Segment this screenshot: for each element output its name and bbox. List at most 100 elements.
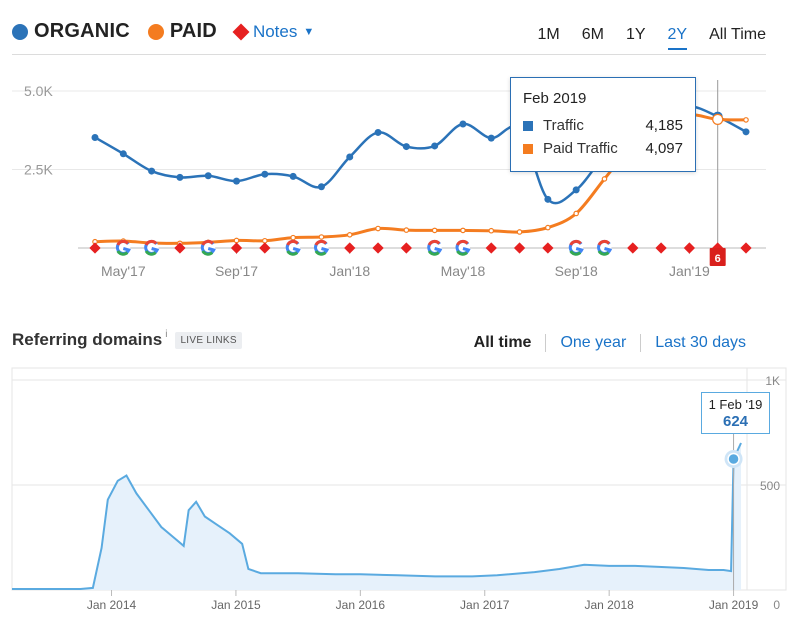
traffic-point[interactable] (289, 172, 297, 180)
x-tick-label: Jan'18 (329, 263, 370, 279)
paid-traffic-point[interactable] (431, 227, 438, 234)
paid-traffic-point[interactable] (573, 210, 579, 217)
info-icon[interactable]: i (165, 328, 168, 340)
paid-traffic-point[interactable] (262, 237, 268, 244)
tooltip-traffic-label: Traffic (543, 117, 584, 134)
traffic-point[interactable] (233, 177, 241, 185)
paid-traffic-point[interactable] (290, 234, 296, 241)
note-diamond-icon[interactable] (400, 242, 413, 254)
referring-range-tabs: All time One year Last 30 days (460, 334, 760, 352)
traffic-point[interactable] (459, 120, 467, 128)
google-update-icon[interactable] (200, 239, 216, 256)
y-tick-label: 5.0K (24, 83, 53, 99)
referring-domains-line[interactable] (12, 442, 742, 590)
tab-6m[interactable]: 6M (581, 26, 604, 43)
note-diamond-icon[interactable] (89, 242, 101, 254)
tooltip-paid-value: 4,097 (645, 140, 683, 157)
paid-traffic-point[interactable] (743, 117, 749, 123)
traffic-point[interactable] (317, 183, 325, 191)
x-tick-label: Jan 2015 (211, 598, 261, 612)
traffic-point[interactable] (176, 173, 184, 181)
google-update-icon[interactable] (115, 239, 131, 256)
traffic-point[interactable] (374, 128, 382, 136)
traffic-point[interactable] (91, 133, 99, 141)
traffic-tooltip: Feb 2019 Traffic 4,185 Paid Traffic 4,09… (510, 77, 696, 172)
traffic-point[interactable] (572, 186, 580, 194)
referring-tooltip-value: 624 (722, 413, 749, 430)
organic-dot-icon (12, 23, 28, 40)
traffic-point[interactable] (402, 143, 410, 151)
note-diamond-icon[interactable] (655, 242, 667, 254)
note-diamond-icon[interactable] (627, 242, 639, 254)
legend-paid[interactable]: PAID (147, 20, 217, 43)
tab-all-time-rd[interactable]: All time (473, 334, 532, 351)
paid-traffic-point[interactable] (601, 176, 608, 182)
tab-1y[interactable]: 1Y (625, 26, 646, 43)
traffic-chart[interactable]: 6 5.0K 2.5K May'17 Sep'17 Jan'18 May'18 Sep'18… (0, 0, 800, 300)
traffic-point[interactable] (119, 150, 127, 158)
traffic-point[interactable] (487, 134, 495, 142)
x-tick-label: May'17 (101, 263, 146, 279)
traffic-point[interactable] (148, 167, 156, 175)
note-diamond-icon[interactable] (372, 242, 384, 254)
google-update-icon[interactable] (568, 239, 584, 256)
traffic-point[interactable] (544, 195, 552, 203)
x-tick-label: Jan'19 (669, 263, 710, 279)
traffic-point[interactable] (261, 170, 269, 178)
tab-all-time[interactable]: All Time (709, 26, 766, 43)
x-tick-label: Jan 2017 (460, 598, 510, 612)
paid-square-icon (523, 143, 533, 154)
tooltip-traffic-value: 4,185 (645, 117, 683, 134)
google-update-icon[interactable] (144, 239, 160, 256)
note-diamond-icon[interactable] (485, 242, 497, 254)
x-tick-label: Jan 2019 (709, 598, 759, 612)
google-update-icon[interactable] (285, 239, 301, 256)
note-diamond-icon[interactable] (344, 242, 356, 254)
referring-tooltip-date: 1 Feb '19 (708, 397, 763, 412)
x-tick-label: Sep'17 (215, 263, 258, 279)
paid-traffic-point[interactable] (488, 227, 495, 234)
highlight-point[interactable] (727, 452, 740, 466)
note-diamond-icon[interactable] (259, 242, 271, 254)
paid-traffic-point[interactable] (318, 234, 325, 240)
y-tick-label: 1K (765, 374, 780, 388)
tab-1m[interactable]: 1M (537, 26, 560, 43)
chevron-down-icon: ▼ (303, 25, 315, 38)
google-update-icon[interactable] (427, 239, 443, 256)
tab-one-year[interactable]: One year (560, 334, 627, 351)
google-update-icon[interactable] (455, 239, 471, 256)
paid-traffic-point[interactable] (346, 232, 353, 238)
notes-label: Notes (252, 21, 298, 41)
tab-last-30-days[interactable]: Last 30 days (655, 334, 746, 351)
paid-traffic-point[interactable] (545, 224, 551, 231)
paid-traffic-point[interactable] (375, 225, 381, 232)
google-update-icon[interactable] (314, 239, 330, 256)
paid-traffic-point[interactable] (403, 227, 410, 233)
note-diamond-icon[interactable] (740, 242, 752, 254)
traffic-point[interactable] (742, 128, 750, 136)
range-separator (640, 334, 642, 352)
y-tick-label: 500 (760, 479, 780, 493)
traffic-point[interactable] (346, 153, 354, 161)
legend-paid-label: PAID (169, 20, 217, 42)
note-diamond-icon[interactable] (683, 242, 696, 254)
traffic-square-icon (523, 120, 533, 131)
traffic-point[interactable] (204, 172, 212, 180)
google-update-icon[interactable] (597, 239, 613, 256)
paid-traffic-point[interactable] (712, 113, 724, 125)
paid-traffic-point[interactable] (516, 229, 523, 235)
traffic-point[interactable] (431, 142, 439, 150)
note-diamond-icon[interactable] (542, 242, 554, 254)
live-links-badge[interactable]: LIVE LINKS (175, 331, 242, 349)
paid-traffic-point[interactable] (233, 237, 240, 244)
tooltip-paid-label: Paid Traffic (543, 140, 618, 157)
notes-count-badge[interactable] (709, 248, 726, 266)
legend-organic[interactable]: ORGANIC (12, 20, 130, 43)
paid-traffic-point[interactable] (460, 227, 466, 234)
note-diamond-icon[interactable] (230, 242, 243, 254)
note-diamond-icon[interactable] (174, 242, 186, 254)
range-separator (545, 334, 547, 352)
tab-2y[interactable]: 2Y (667, 26, 688, 50)
notes-dropdown[interactable]: Notes ▼ (232, 21, 315, 42)
note-diamond-icon[interactable] (513, 242, 526, 254)
